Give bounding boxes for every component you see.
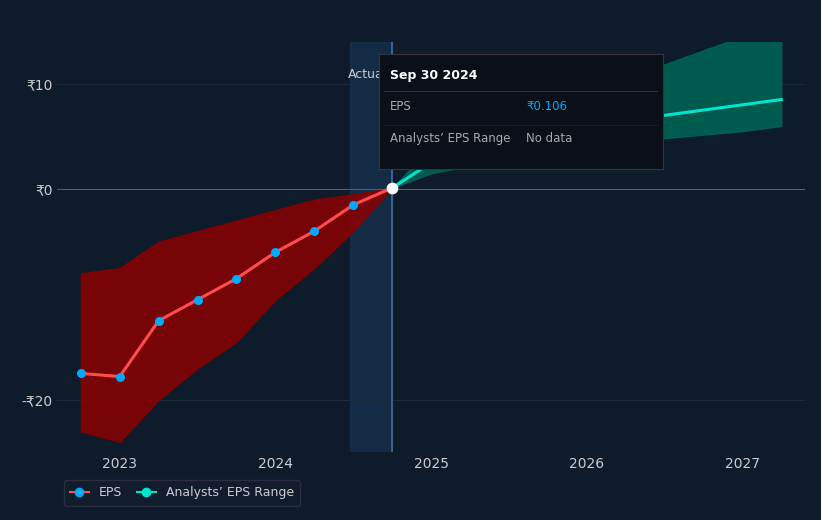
Point [346, 201, 360, 209]
Point [74, 369, 87, 378]
Legend: EPS, Analysts’ EPS Range: EPS, Analysts’ EPS Range [64, 480, 300, 506]
Text: EPS: EPS [390, 100, 412, 113]
Point [191, 295, 204, 304]
Point [386, 184, 399, 192]
Text: Analysts’ EPS Range: Analysts’ EPS Range [390, 132, 511, 145]
Text: Actual: Actual [348, 68, 388, 81]
Text: Sep 30 2024: Sep 30 2024 [390, 69, 478, 82]
Point [308, 227, 321, 236]
Text: No data: No data [526, 132, 573, 145]
Point [463, 148, 476, 157]
Text: ₹0.106: ₹0.106 [526, 100, 567, 113]
Point [113, 372, 126, 381]
Bar [350, 42, 392, 452]
Point [152, 317, 165, 325]
Point [268, 248, 282, 256]
Point [619, 116, 632, 125]
Point [230, 275, 243, 283]
Text: Analysts Forecasts: Analysts Forecasts [401, 68, 518, 81]
